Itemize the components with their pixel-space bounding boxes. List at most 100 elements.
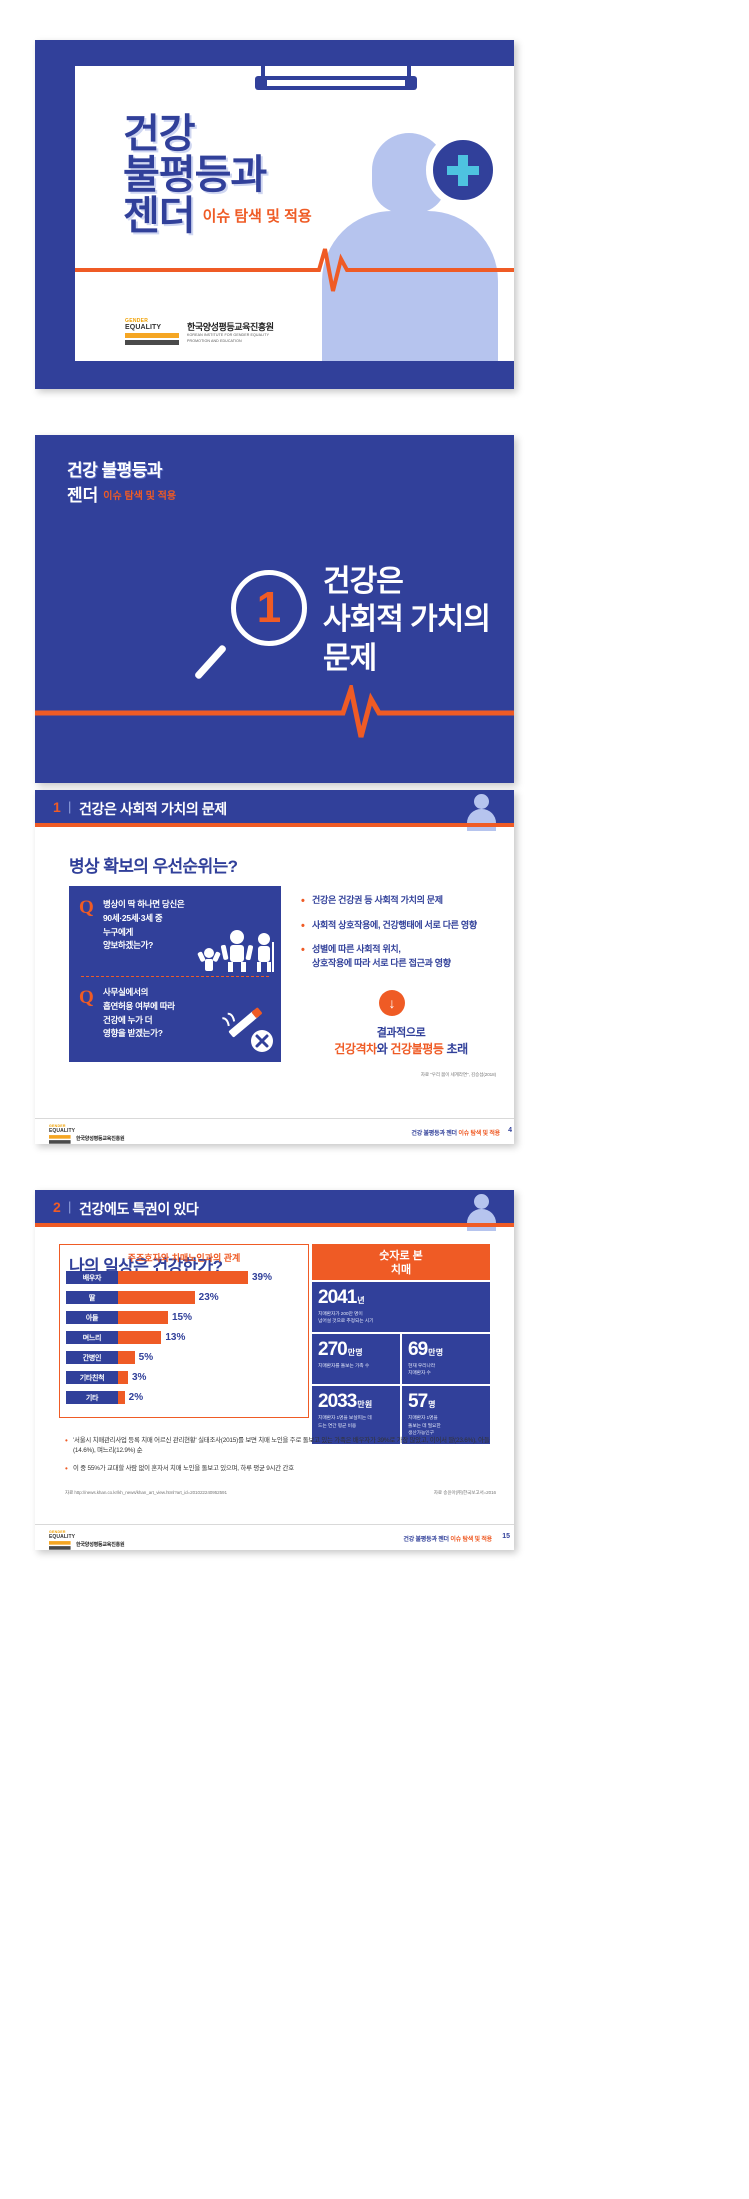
logo-bar-yellow [125, 333, 179, 338]
stat-value: 69만 명 [408, 1338, 443, 1360]
down-arrow-circle-icon: ↓ [379, 990, 405, 1016]
org-logo: GENDER EQUALITY 한국양성평등교육진흥원 KOREAN INSTI… [125, 319, 274, 345]
clipboard-clip-inner-icon [267, 80, 405, 86]
avatar-body-icon [467, 809, 496, 831]
chart-bar-fill [118, 1391, 125, 1404]
header-accent-rule [35, 823, 514, 827]
family-figures-icon [197, 930, 274, 972]
chart-bar-row: 며느리 13% [60, 1329, 308, 1346]
gender-equality-mark-icon: GENDER EQUALITY [49, 1530, 76, 1550]
chart-bar-fill [118, 1311, 168, 1324]
org-logo-text: 한국양성평등교육진흥원 KOREAN INSTITUTE FOR GENDER … [187, 320, 274, 344]
q2-line-4: 영향을 받겠는가? [103, 1028, 163, 1039]
slide-1-canvas: 건강 불평등과 젠더 이슈 탐색 및 적용 GENDER EQUALI [75, 66, 514, 361]
chart-bar-row: 딸 23% [60, 1289, 308, 1306]
chart-title: 주조호자와 치매노인과의 관계 [127, 1253, 241, 1263]
person-body-icon [322, 211, 498, 361]
slide-3-header-bar: 1 | 건강은 사회적 가치의 문제 [35, 790, 514, 831]
stat-unit: 만 명 [347, 1347, 363, 1357]
slide-1-cover: 건강 불평등과 젠더 이슈 탐색 및 적용 GENDER EQUALI [35, 40, 514, 389]
heartbeat-line-icon [35, 685, 514, 738]
bullet-list: 건강은 건강권 등 사회적 가치의 문제 사회적 상호작용에, 건강행태에 서로… [301, 893, 501, 981]
footer-org-name: 한국양성평등교육진흥원 [76, 1135, 125, 1142]
stat-value: 2033만 원 [318, 1391, 372, 1413]
big-line-3: 문제 [323, 641, 377, 675]
chart-bar-label: 배우자 [66, 1271, 118, 1284]
conclusion-b: 건강불평등 [390, 1042, 444, 1056]
stats-heading: 숫자로 본 치매 [312, 1244, 490, 1280]
chart-bar-fill [118, 1331, 162, 1344]
question-panel: Q 병상이 딱 하나면 당신은 90세·25세·3세 중 누구에게 양보하겠는가… [69, 886, 281, 1062]
chart-bar-row: 기타 2% [60, 1389, 308, 1406]
chart-bar-row: 배우자 39% [60, 1269, 308, 1286]
question-2-text: 사무실에서의 흡연허용 여부에 따라 건강에 누가 더 영향을 받겠는가? [103, 986, 271, 1041]
person-silhouette-icon [314, 111, 512, 361]
slide-2-header-line-1: 건강 불평등과 [67, 461, 163, 480]
avatar-head-icon [474, 1194, 489, 1209]
stat-unit: 만 원 [357, 1400, 372, 1410]
q1-line-1: 병상이 딱 하나면 당신은 [103, 899, 185, 909]
logo-bar-dark [49, 1140, 71, 1144]
footer-org-logo: GENDER EQUALITY 한국양성평등교육진흥원 [49, 1530, 125, 1557]
title-line-2: 불평등과 [123, 152, 267, 197]
chart-bar-fill [118, 1351, 135, 1364]
logo-mark-bottom: EQUALITY [49, 1128, 76, 1134]
footer-caption: 건강 불평등과 젠더 이슈 탐색 및 적용 [411, 1128, 500, 1137]
bar-chart: 주조호자와 치매노인과의 관계 배우자 39% 딸 23% 아들 15% 며느리 13% 간병인… [59, 1244, 309, 1418]
stat-description: 치매환자를 돌보는 가족 수 [318, 1363, 370, 1369]
q1-line-3: 누구에게 [103, 926, 134, 937]
conclusion-label: 결과적으로 [376, 1027, 426, 1039]
conclusion-a: 건강격차 [334, 1042, 377, 1056]
title-line-3: 젠더 [123, 193, 196, 238]
slide-4-header-bar: 2 | 건강에도 특권이 있다 [35, 1190, 514, 1231]
slide-4-footer: GENDER EQUALITY 한국양성평등교육진흥원 건강 불평등과 젠더 이… [35, 1524, 514, 1550]
slide-2-section-divider: 건강 불평등과 젠더 이슈 탐색 및 적용 1 건강은 사회적 가치의 문제 [35, 435, 514, 783]
chart-bar-value: 3% [132, 1372, 147, 1383]
stats-heading-1: 숫자로 본 [379, 1250, 423, 1262]
q2-line-1: 사무실에서의 [103, 987, 149, 997]
page-title: 병상 확보의 우선순위는? [69, 857, 238, 876]
stat-value: 2041년 [318, 1286, 365, 1308]
heartbeat-line-icon [75, 248, 514, 292]
question-mark-icon: Q [79, 897, 94, 918]
footer-caption: 건강 불평등과 젠더 이슈 탐색 및 적용 [403, 1534, 492, 1543]
chart-bar-row: 간병인 5% [60, 1349, 308, 1366]
org-name-en-2: PROMOTION AND EDUCATION [187, 338, 242, 343]
header-accent-rule [35, 1223, 514, 1227]
question-item-2: Q 사무실에서의 흡연허용 여부에 따라 건강에 누가 더 영향을 받겠는가? [69, 974, 281, 1060]
footer-org-logo: GENDER EQUALITY 한국양성평등교육진흥원 [49, 1124, 125, 1151]
question-1-text: 병상이 딱 하나면 당신은 90세·25세·3세 중 누구에게 양보하겠는가? [103, 898, 271, 953]
chart-bar-value: 15% [172, 1312, 193, 1323]
magnifier-number-icon: 1 [231, 570, 307, 646]
stat-description: 치매환자 1명을 돌보는 데 필요한 생산가능인구 [408, 1416, 441, 1436]
slide-2-header-sub: 이슈 탐색 및 적용 [103, 491, 177, 503]
cigarette-prohibited-icon [222, 1007, 273, 1052]
stat-description: 현재 우리나라 치매환자 수 [408, 1363, 436, 1377]
chart-bar-label: 기타 [66, 1391, 118, 1404]
conclusion-text: 건강격차와 건강불평등 초래 [301, 1040, 501, 1057]
footer-title: 건강 불평등과 젠더 [403, 1537, 449, 1543]
stat-cell: 2033만 원 치매환자 1명을 보살피는 데 드는 연간 평균 비용 [312, 1386, 400, 1444]
stat-description: 치매환자가 200만 명이 넘어설 것으로 추정되는 시기 [318, 1311, 374, 1324]
header-separator: | [68, 1199, 72, 1214]
stat-value: 57명 [408, 1391, 436, 1413]
magnifier-handle-icon [482, 203, 512, 237]
logo-mark-top: GENDER [49, 1124, 66, 1129]
logo-mark-bottom: EQUALITY [125, 324, 162, 331]
slide-3-content: 1 | 건강은 사회적 가치의 문제 병상 확보의 우선순위는? Q 병상이 딱… [35, 790, 514, 1144]
conclusion-tail: 초래 [443, 1042, 468, 1056]
logo-mark-top: GENDER [49, 1530, 66, 1535]
chart-bar-fill [118, 1271, 248, 1284]
chart-bar-value: 5% [138, 1352, 154, 1363]
header-number: 1 [53, 799, 61, 815]
logo-mark-bottom: EQUALITY [49, 1534, 76, 1540]
footer-title: 건강 불평등과 젠더 [411, 1131, 457, 1137]
footer-subtitle: 이슈 탐색 및 적용 [458, 1131, 500, 1137]
slide-2-header-line-2: 젠더 [67, 486, 99, 506]
big-line-1: 건강은 [323, 565, 404, 598]
